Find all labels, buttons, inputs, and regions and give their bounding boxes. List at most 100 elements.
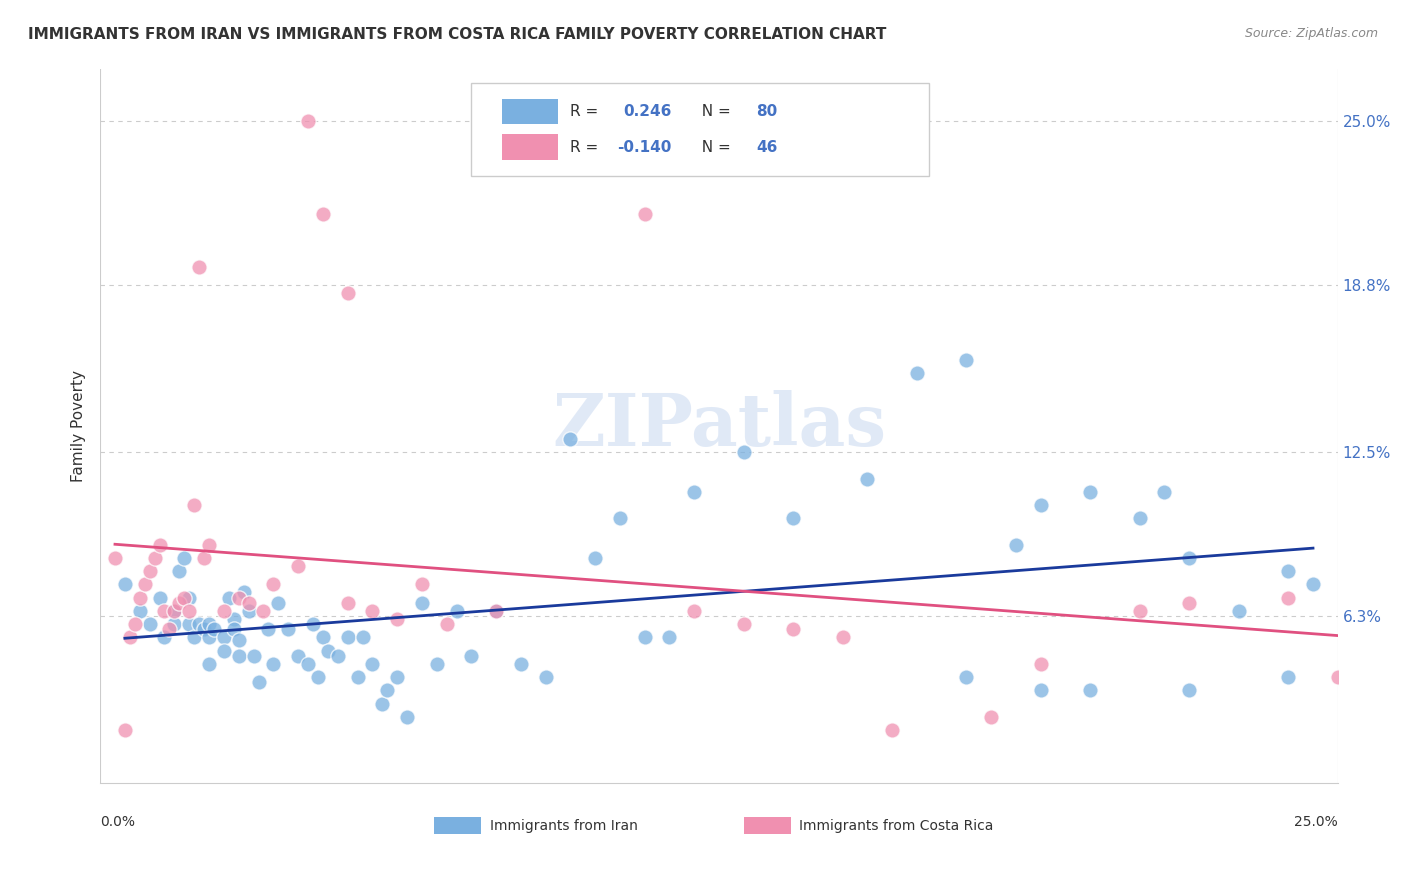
Point [198,657,221,671]
Point [1078,484,1101,499]
Point [955,352,977,367]
Point [361,604,384,618]
Point [1227,604,1250,618]
Point [252,604,274,618]
Point [980,710,1002,724]
Text: N =: N = [692,140,735,154]
Point [153,631,176,645]
Point [143,551,166,566]
Point [1153,484,1175,499]
Text: 0.246: 0.246 [624,103,672,119]
Text: R =: R = [571,103,609,119]
FancyBboxPatch shape [502,135,558,160]
Point [163,617,186,632]
Point [257,623,280,637]
Text: R =: R = [571,140,603,154]
Point [212,643,235,657]
Point [510,657,533,671]
Point [609,511,631,525]
Point [346,670,368,684]
Point [138,617,160,632]
Point [733,445,755,459]
FancyBboxPatch shape [502,98,558,124]
Text: 25.0%: 25.0% [1294,815,1337,829]
Point [222,612,245,626]
Point [1326,670,1348,684]
Point [134,577,156,591]
Point [307,670,329,684]
Point [262,657,284,671]
Point [385,612,408,626]
Point [1029,498,1052,512]
FancyBboxPatch shape [434,817,481,834]
Point [336,286,359,301]
Point [232,585,254,599]
Point [1178,596,1201,610]
Point [169,596,191,610]
Point [485,604,508,618]
Point [336,596,359,610]
Point [114,577,136,591]
Point [1178,551,1201,566]
Point [411,577,433,591]
Point [179,617,201,632]
Point [179,604,201,618]
Point [460,648,482,663]
Point [361,657,384,671]
Point [1178,683,1201,698]
Text: Immigrants from Costa Rica: Immigrants from Costa Rica [800,819,994,833]
Point [485,604,508,618]
Point [193,623,215,637]
Point [148,538,170,552]
Point [312,207,335,221]
Point [1078,683,1101,698]
Point [905,366,928,380]
Point [634,631,657,645]
Point [238,604,260,618]
Text: ZIPatlas: ZIPatlas [553,390,886,461]
Point [683,604,706,618]
Point [267,596,290,610]
Text: -0.140: -0.140 [617,140,672,154]
Point [733,617,755,632]
Point [782,511,804,525]
Point [560,432,582,446]
Point [316,643,339,657]
Point [179,591,201,605]
Point [297,657,319,671]
Point [302,617,325,632]
Point [396,710,419,724]
Point [411,596,433,610]
Point [1005,538,1028,552]
Text: Immigrants from Iran: Immigrants from Iran [489,819,638,833]
Point [634,207,657,221]
Point [228,591,250,605]
FancyBboxPatch shape [744,817,790,834]
Point [287,558,309,573]
Point [118,631,141,645]
Text: 0.0%: 0.0% [100,815,135,829]
Text: IMMIGRANTS FROM IRAN VS IMMIGRANTS FROM COSTA RICA FAMILY POVERTY CORRELATION CH: IMMIGRANTS FROM IRAN VS IMMIGRANTS FROM … [28,27,887,42]
Point [297,114,319,128]
Text: 80: 80 [756,103,778,119]
Point [228,633,250,648]
Point [163,604,186,618]
Point [173,551,195,566]
Point [1029,683,1052,698]
Point [159,623,181,637]
Point [1302,577,1324,591]
Point [882,723,904,737]
Point [193,551,215,566]
Point [336,631,359,645]
Point [287,648,309,663]
Point [218,591,240,605]
Point [683,484,706,499]
Point [198,538,221,552]
Point [277,623,299,637]
Point [228,648,250,663]
Point [202,623,225,637]
Point [153,604,176,618]
Point [326,648,349,663]
Point [352,631,374,645]
Point [782,623,804,637]
